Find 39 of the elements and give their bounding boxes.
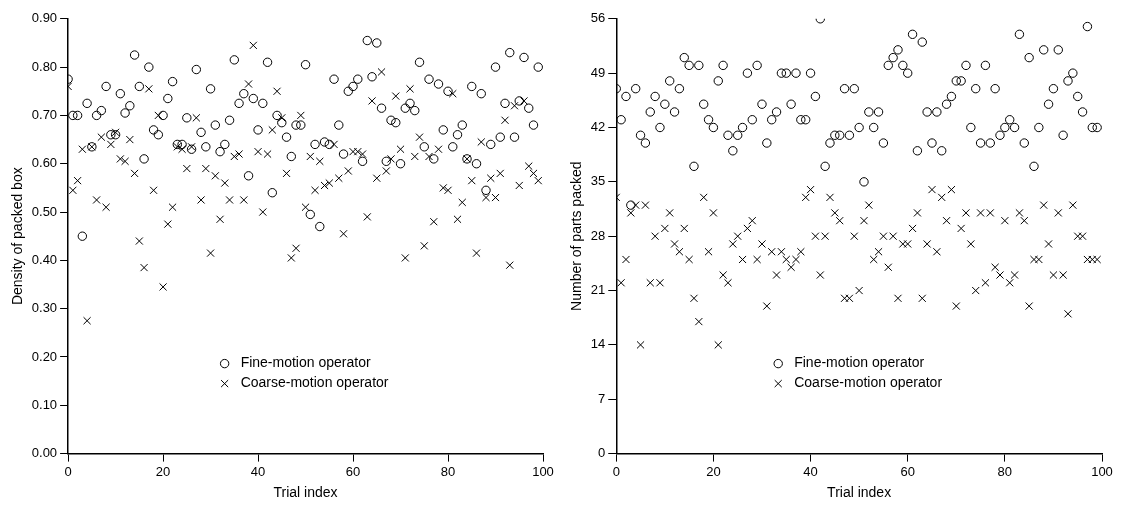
y-axis-title: Density of packed box bbox=[9, 167, 26, 306]
x-tick-label: 0 bbox=[64, 463, 72, 479]
y-tick-label: 0.40 bbox=[31, 251, 58, 267]
y-tick-label: 0 bbox=[598, 445, 606, 461]
y-tick-label: 7 bbox=[598, 390, 606, 406]
y-tick-label: 0.00 bbox=[31, 445, 58, 461]
y-tick-label: 0.50 bbox=[31, 203, 58, 219]
x-tick-label: 100 bbox=[532, 463, 554, 479]
y-tick-label: 0.20 bbox=[31, 348, 58, 364]
y-tick-label: 0.70 bbox=[31, 107, 58, 122]
y-tick-label: 56 bbox=[590, 10, 606, 26]
legend-label: Coarse-motion operator bbox=[240, 374, 389, 391]
x-axis-title: Trial index bbox=[827, 484, 892, 501]
y-tick-label: 0.60 bbox=[31, 155, 58, 171]
x-axis-title: Trial index bbox=[273, 484, 338, 501]
legend-label: Fine-motion operator bbox=[794, 354, 925, 371]
x-tick-label: 80 bbox=[440, 463, 456, 479]
y-tick-label: 0.80 bbox=[31, 58, 58, 74]
x-tick-label: 40 bbox=[250, 463, 266, 479]
y-tick-label: 0.30 bbox=[31, 300, 58, 316]
y-tick-label: 49 bbox=[590, 64, 606, 80]
x-tick-label: 60 bbox=[345, 463, 361, 479]
y-tick-label: 0.90 bbox=[31, 10, 58, 26]
x-tick-label: 80 bbox=[997, 463, 1013, 479]
y-axis-title: Number of parts packed bbox=[568, 161, 585, 311]
x-tick-label: 0 bbox=[612, 463, 620, 479]
y-tick-label: 21 bbox=[590, 282, 606, 298]
legend-label: Coarse-motion operator bbox=[794, 374, 943, 391]
y-tick-label: 0.10 bbox=[31, 396, 58, 412]
y-tick-label: 35 bbox=[590, 173, 606, 189]
x-tick-label: 60 bbox=[900, 463, 915, 479]
y-tick-label: 42 bbox=[590, 119, 606, 135]
x-tick-label: 40 bbox=[803, 463, 818, 479]
x-tick-label: 20 bbox=[706, 463, 721, 479]
legend-label: Fine-motion operator bbox=[240, 354, 371, 371]
x-tick-label: 20 bbox=[155, 463, 171, 479]
y-tick-label: 28 bbox=[590, 227, 606, 243]
x-tick-label: 100 bbox=[1091, 463, 1113, 479]
y-tick-label: 14 bbox=[590, 336, 606, 352]
